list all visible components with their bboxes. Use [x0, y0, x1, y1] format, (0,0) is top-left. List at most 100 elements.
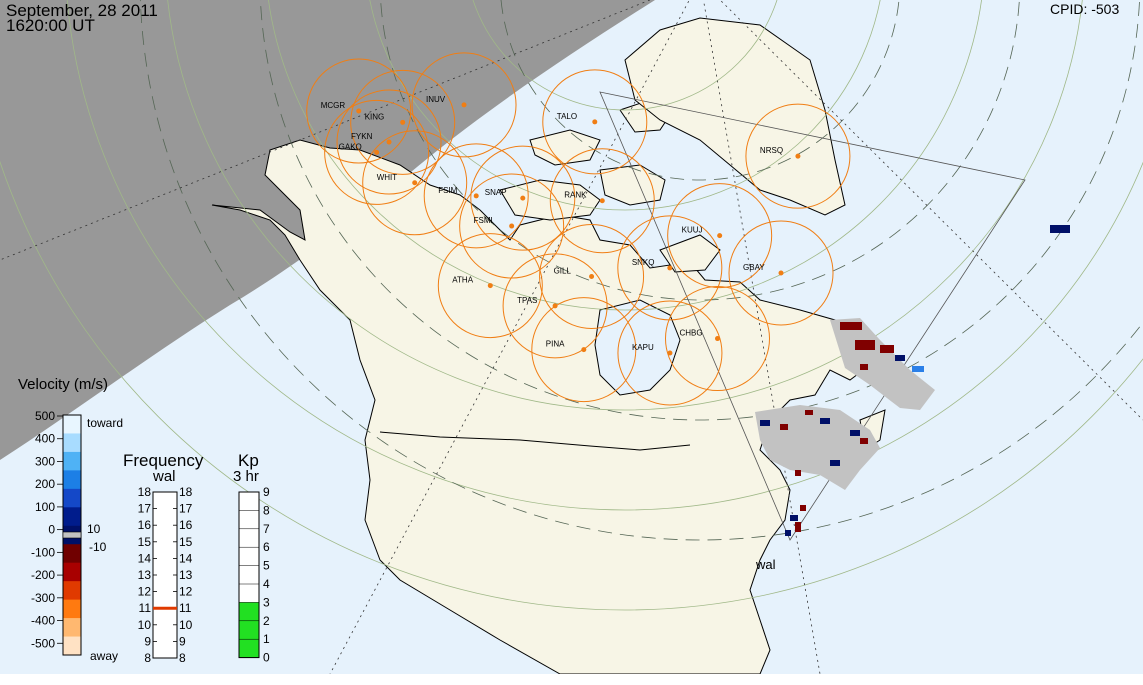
velocity-cell	[795, 470, 801, 476]
station-dot	[667, 350, 673, 356]
kp-subtitle: 3 hr	[233, 468, 259, 485]
frequency-tick-right: 11	[179, 601, 192, 615]
station-dot	[715, 336, 721, 342]
velocity-cell	[785, 530, 791, 536]
away-label: away	[90, 649, 119, 663]
station-dot	[717, 233, 723, 239]
frequency-title: Frequency	[123, 451, 204, 470]
station-label: TALO	[557, 112, 577, 121]
station-range-circle	[617, 300, 723, 406]
frequency-tick-right: 14	[179, 551, 193, 565]
station-label: SNKQ	[632, 258, 655, 267]
velocity-color-step	[63, 451, 81, 471]
station-label: NRSQ	[760, 146, 783, 155]
velocity-cell	[760, 420, 770, 426]
velocity-cell	[912, 366, 924, 372]
station-dot	[778, 270, 784, 276]
station-dot	[400, 119, 406, 125]
frequency-tick-right: 8	[179, 651, 186, 665]
velocity-tick-label: 500	[35, 409, 55, 423]
station-label: WHIT	[377, 173, 398, 182]
velocity-cell	[780, 424, 788, 430]
frequency-tick-left: 10	[138, 618, 152, 632]
station-dot	[589, 273, 595, 279]
frequency-tick-left: 17	[138, 502, 152, 516]
station-range-circle	[665, 286, 771, 392]
station-dot	[795, 153, 801, 159]
velocity-tick-label: 200	[35, 477, 55, 491]
kp-bar-fill	[239, 602, 259, 658]
velocity-tick-label: -300	[31, 591, 55, 605]
ground-scatter-swatch	[62, 531, 82, 539]
station-dot	[374, 149, 380, 155]
station-range-circle	[470, 145, 576, 251]
radar-stations: KING MCGR FYKN INUV GAKO WHIT FSIM SNAP FSMI TALO…	[306, 52, 851, 406]
station-range-circle	[423, 143, 529, 249]
velocity-color-step	[63, 618, 81, 638]
station-dot	[473, 193, 479, 199]
kp-tick-label: 9	[263, 485, 270, 499]
station-dot	[386, 139, 392, 145]
velocity-tick-label: 100	[35, 500, 55, 514]
velocity-tick-label: -500	[31, 636, 55, 650]
velocity-color-step	[63, 599, 81, 619]
velocity-vectors	[760, 225, 1070, 536]
frequency-tick-right: 16	[179, 518, 193, 532]
frequency-tick-left: 13	[138, 568, 152, 582]
station-label: TPAS	[517, 296, 537, 305]
velocity-color-step	[63, 507, 81, 527]
kp-tick-label: 4	[263, 577, 270, 591]
frequency-tick-left: 8	[144, 651, 151, 665]
station-range-circle	[539, 223, 645, 329]
toward-label: toward	[87, 416, 124, 430]
velocity-scale: 500 400 300 200 100 0 -100 -200 -300 -400 -500	[31, 409, 82, 656]
frequency-scale: 18 18 17 17 16 16 15 15 14 14 13 13 12 12 11 11 10 10 9 9 8 8	[138, 485, 193, 665]
station-dot	[509, 223, 515, 229]
velocity-cell	[860, 364, 868, 370]
kp-title: Kp	[238, 451, 259, 470]
velocity-cell	[850, 430, 860, 436]
velocity-color-step	[63, 544, 81, 564]
velocity-tick-label: -200	[31, 568, 55, 582]
station-range-circle	[459, 173, 565, 279]
station-range-circle	[667, 183, 773, 289]
frequency-tick-right: 17	[179, 502, 193, 516]
station-range-circle	[502, 253, 608, 359]
kp-tick-label: 3	[263, 595, 270, 609]
kp-tick-label: 0	[263, 651, 270, 665]
fov-outline	[599, 91, 1026, 541]
velocity-tick-label: 0	[48, 523, 55, 537]
kp-tick-label: 6	[263, 540, 270, 554]
velocity-color-step	[63, 488, 81, 508]
station-range-circle	[411, 52, 517, 158]
station-dot	[599, 198, 605, 204]
station-range-circle	[617, 215, 723, 321]
station-dot	[487, 283, 493, 289]
station-label: KING	[365, 112, 385, 121]
station-label: GAKO	[339, 142, 362, 151]
velocity-color-step	[63, 581, 81, 601]
station-range-circle	[306, 58, 412, 164]
station-range-circle	[336, 89, 442, 195]
station-dot	[520, 195, 526, 201]
velocity-cell	[1050, 225, 1070, 233]
velocity-color-step	[63, 415, 81, 434]
frequency-tick-right: 15	[179, 535, 193, 549]
station-range-circle	[350, 69, 456, 175]
kp-tick-label: 8	[263, 503, 270, 517]
station-label: FSIM	[438, 186, 457, 195]
frequency-tick-left: 9	[144, 634, 151, 648]
station-label: CHBG	[680, 329, 703, 338]
frequency-tick-left: 11	[139, 601, 152, 615]
frequency-tick-left: 18	[138, 485, 152, 499]
kp-tick-label: 7	[263, 522, 270, 536]
velocity-tick-label: -100	[31, 545, 55, 559]
kp-tick-label: 1	[263, 632, 270, 646]
kp-tick-label: 2	[263, 614, 270, 628]
station-label: ATHA	[452, 276, 473, 285]
frequency-tick-left: 15	[138, 535, 152, 549]
velocity-cell	[860, 438, 868, 444]
frequency-tick-right: 12	[179, 585, 193, 599]
gs-lower-label: -10	[89, 540, 107, 554]
